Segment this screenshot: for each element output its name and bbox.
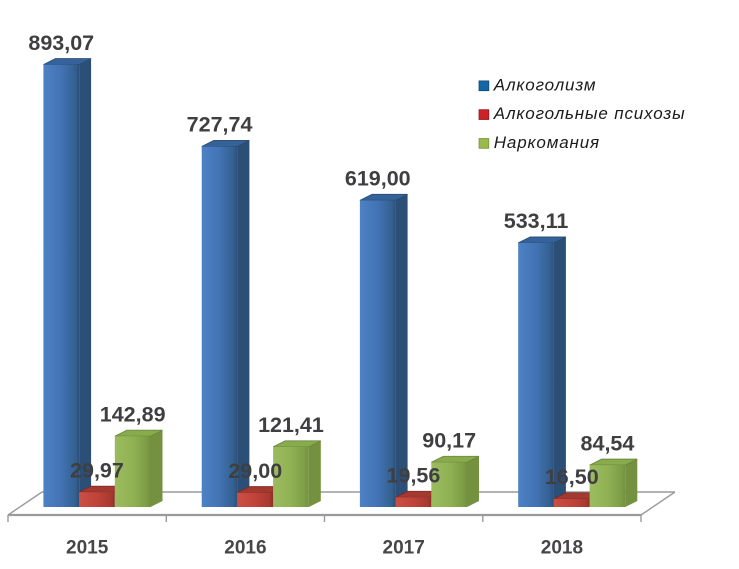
svg-text:16,50: 16,50 <box>545 465 599 489</box>
svg-text:29,00: 29,00 <box>228 459 282 483</box>
svg-text:2015: 2015 <box>66 538 109 559</box>
svg-text:Наркомания: Наркомания <box>494 133 600 152</box>
svg-text:84,54: 84,54 <box>581 431 635 455</box>
svg-text:Алкоголизм: Алкоголизм <box>493 75 597 94</box>
svg-text:29,97: 29,97 <box>70 458 124 482</box>
svg-text:619,00: 619,00 <box>345 167 411 191</box>
svg-text:142,89: 142,89 <box>100 402 166 426</box>
svg-text:893,07: 893,07 <box>28 31 94 55</box>
svg-text:121,41: 121,41 <box>258 413 324 437</box>
svg-text:2016: 2016 <box>224 538 266 559</box>
svg-text:533,11: 533,11 <box>504 209 569 233</box>
svg-text:727,74: 727,74 <box>187 113 253 137</box>
svg-text:19,56: 19,56 <box>387 464 441 488</box>
svg-text:2018: 2018 <box>541 538 583 559</box>
svg-text:2017: 2017 <box>383 538 425 559</box>
svg-text:Алкогольные психозы: Алкогольные психозы <box>493 104 686 123</box>
svg-text:90,17: 90,17 <box>422 429 476 453</box>
